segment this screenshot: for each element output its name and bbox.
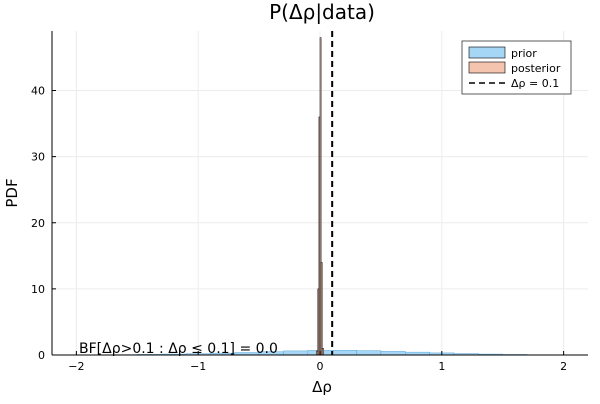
y-tick-label: 10 xyxy=(31,283,45,296)
x-axis-label: Δρ xyxy=(312,378,332,396)
y-tick-label: 0 xyxy=(38,349,45,362)
x-tick-label: 1 xyxy=(438,360,445,373)
x-tick-label: 2 xyxy=(560,360,567,373)
posterior-bar xyxy=(322,348,323,355)
prior-bar xyxy=(381,351,405,355)
posterior-histogram xyxy=(316,38,323,355)
prior-bar xyxy=(332,350,356,355)
legend-swatch-prior xyxy=(469,47,505,58)
legend-label-threshold: Δρ = 0.1 xyxy=(511,77,559,90)
y-tick-label: 30 xyxy=(31,151,45,164)
x-tick-label: 0 xyxy=(317,360,324,373)
prior-bar xyxy=(357,351,381,355)
chart-title: P(Δρ|data) xyxy=(269,0,375,24)
legend-swatch-posterior xyxy=(469,62,505,73)
y-tick-label: 20 xyxy=(31,217,45,230)
x-tick-label: −2 xyxy=(68,360,84,373)
legend: prior posterior Δρ = 0.1 xyxy=(462,41,571,94)
prior-bar xyxy=(283,351,307,355)
y-axis-label: PDF xyxy=(3,178,21,207)
x-tick-label: −1 xyxy=(190,360,206,373)
legend-label-prior: prior xyxy=(511,47,537,60)
posterior-bar xyxy=(321,262,322,355)
bayes-factor-annotation: BF[Δρ>0.1 : Δρ ≤ 0.1] = 0.0 xyxy=(79,341,278,357)
y-tick-label: 40 xyxy=(31,85,45,98)
legend-label-posterior: posterior xyxy=(511,62,561,75)
